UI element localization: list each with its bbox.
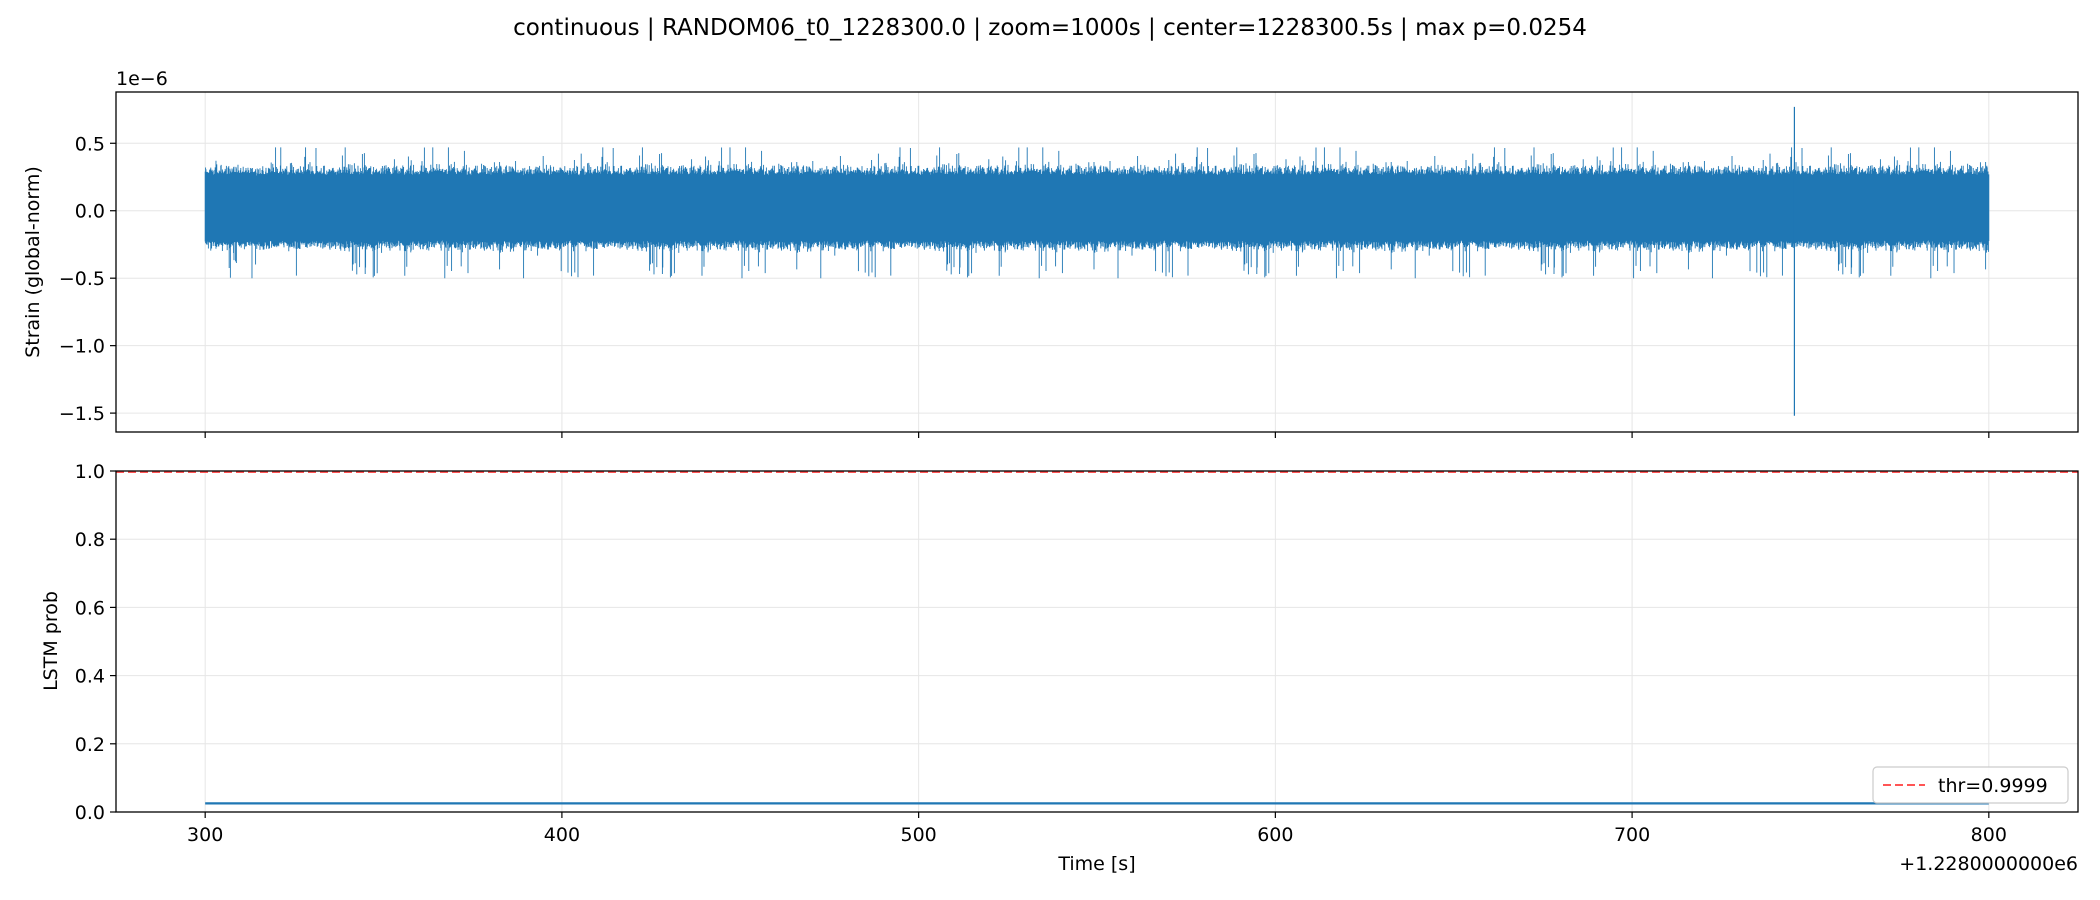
strain-axes-frame bbox=[115, 91, 2079, 433]
legend: thr=0.9999 bbox=[1872, 766, 2069, 804]
probability-y-tick-label: 0.2 bbox=[75, 734, 105, 756]
probability-panel: 0.0 0.2 0.4 0.6 0.8 1.0 300 400 500 600 700 800 LS… bbox=[40, 461, 2079, 875]
strain-x-ticks bbox=[204, 432, 1990, 438]
strain-y-tick-label: 0.5 bbox=[75, 133, 105, 155]
probability-x-ticks: 300 400 500 600 700 800 bbox=[187, 812, 2007, 846]
probability-gridlines bbox=[116, 470, 2078, 813]
probability-x-tick-label: 300 bbox=[187, 824, 223, 846]
strain-y-ticks: 0.5 0.0 −0.5 −1.0 −1.5 bbox=[59, 133, 116, 425]
probability-x-tick-label: 700 bbox=[1614, 824, 1650, 846]
strain-y-tick-label: −1.0 bbox=[59, 336, 105, 358]
probability-series-group bbox=[116, 471, 2078, 805]
strain-panel: 0.5 0.0 −0.5 −1.0 −1.5 1e−6 Strain (global-n… bbox=[22, 68, 2079, 438]
probability-x-tick-label: 500 bbox=[901, 824, 937, 846]
probability-y-tick-label: 0.4 bbox=[75, 666, 105, 688]
probability-x-tick-label: 400 bbox=[544, 824, 580, 846]
x-offset-text: +1.2280000000e6 bbox=[1899, 853, 2078, 875]
legend-box bbox=[1872, 766, 2069, 804]
probability-x-tick-label: 600 bbox=[1257, 824, 1293, 846]
strain-y-tick-label: −0.5 bbox=[59, 268, 105, 290]
probability-y-tick-label: 0.0 bbox=[75, 802, 105, 824]
strain-y-axis-label: Strain (global-norm) bbox=[22, 166, 44, 358]
probability-y-tick-label: 1.0 bbox=[75, 461, 105, 483]
legend-label-threshold: thr=0.9999 bbox=[1938, 775, 2048, 797]
figure-title: continuous | RANDOM06_t0_1228300.0 | zoo… bbox=[513, 15, 1587, 41]
probability-y-axis-label: LSTM prob bbox=[40, 591, 62, 691]
strain-noise-trace bbox=[204, 147, 1990, 279]
probability-y-tick-label: 0.6 bbox=[75, 597, 105, 619]
strain-offset-text: 1e−6 bbox=[116, 68, 168, 90]
strain-y-tick-label: −1.5 bbox=[59, 403, 105, 425]
x-axis-label: Time [s] bbox=[1057, 853, 1135, 875]
probability-y-tick-label: 0.8 bbox=[75, 529, 105, 551]
strain-y-tick-label: 0.0 bbox=[75, 201, 105, 223]
probability-axes-frame bbox=[115, 470, 2079, 813]
strain-series-line bbox=[204, 106, 1990, 416]
probability-y-ticks: 0.0 0.2 0.4 0.6 0.8 1.0 bbox=[75, 461, 116, 824]
probability-x-tick-label: 800 bbox=[1971, 824, 2007, 846]
strain-gridlines bbox=[116, 92, 2078, 432]
